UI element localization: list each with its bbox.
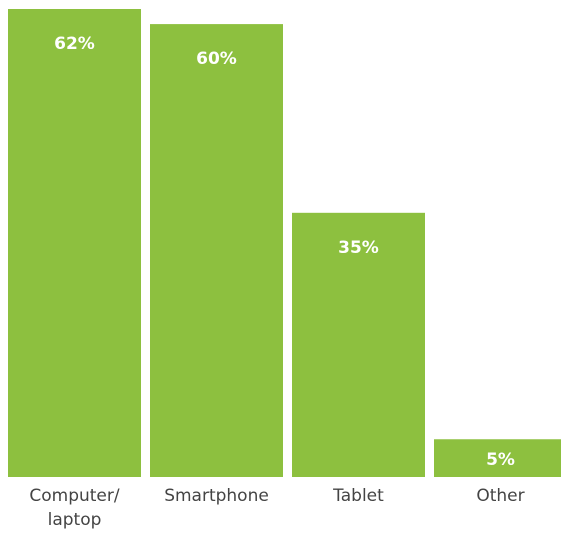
category-label-line: Other bbox=[476, 486, 524, 506]
category-labels-group: Computer/laptop Smartphone Tablet Other bbox=[29, 486, 524, 530]
bar-0 bbox=[8, 9, 141, 477]
category-label-0: Computer/laptop bbox=[29, 486, 120, 530]
category-label-2: Tablet bbox=[332, 486, 384, 506]
bar-value-label-2: 35% bbox=[338, 238, 379, 258]
bar-value-label-1: 60% bbox=[196, 49, 237, 69]
bar-1 bbox=[150, 24, 283, 478]
bar-3 bbox=[434, 439, 561, 477]
bar-value-label-3: 5% bbox=[486, 450, 515, 470]
bars-group bbox=[8, 9, 561, 478]
category-label-3: Other bbox=[476, 486, 524, 506]
category-label-line: Smartphone bbox=[164, 486, 269, 506]
category-label-line: laptop bbox=[48, 510, 102, 530]
value-labels-group: 62% 60% 35% 5% bbox=[54, 34, 515, 470]
category-label-1: Smartphone bbox=[164, 486, 269, 506]
bar-value-label-0: 62% bbox=[54, 34, 95, 54]
category-label-line: Tablet bbox=[332, 486, 384, 506]
category-label-line: Computer/ bbox=[29, 486, 120, 506]
bar-2 bbox=[292, 212, 425, 477]
